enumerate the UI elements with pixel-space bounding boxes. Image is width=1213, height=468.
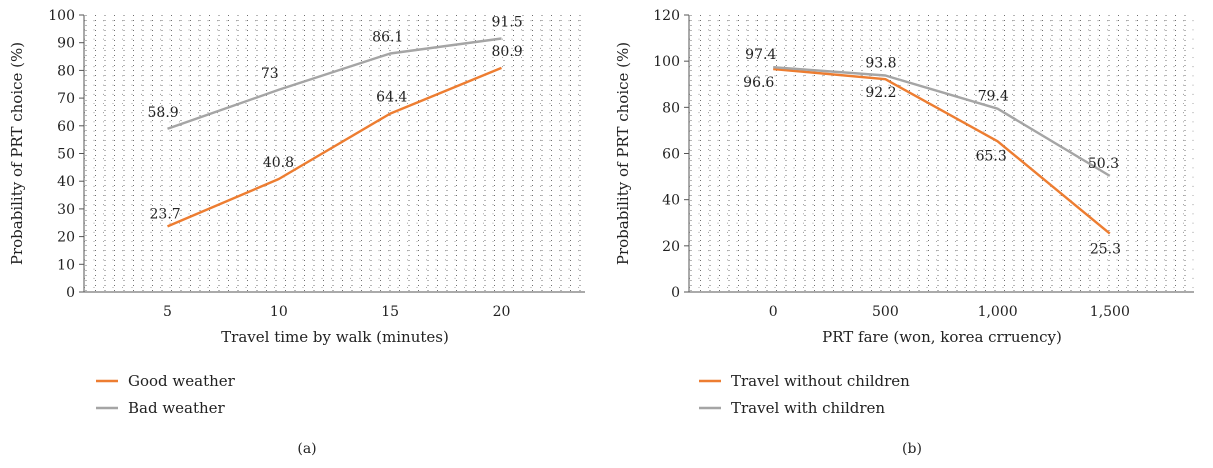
y-tick-label: 0 bbox=[66, 285, 75, 301]
y-tick-label: 60 bbox=[662, 147, 680, 163]
y-tick-label: 100 bbox=[653, 54, 680, 70]
chart-a-y-title: Probability of PRT choice (%) bbox=[8, 42, 26, 265]
x-tick-label: 10 bbox=[270, 304, 288, 320]
y-tick-label: 0 bbox=[671, 285, 680, 301]
chart-a-caption: (a) bbox=[297, 441, 316, 457]
y-tick-label: 50 bbox=[57, 147, 75, 163]
legend-label: Good weather bbox=[128, 372, 236, 390]
chart-a-x-title: Travel time by walk (minutes) bbox=[221, 328, 449, 346]
chart-b-grid bbox=[689, 15, 1194, 292]
y-tick-label: 40 bbox=[662, 193, 680, 209]
legend-label: Bad weather bbox=[128, 399, 226, 417]
x-tick-label: 20 bbox=[493, 304, 511, 320]
x-tick-label: 0 bbox=[769, 304, 778, 320]
chart-b-x-title: PRT fare (won, korea crruency) bbox=[822, 328, 1062, 346]
data-label: 23.7 bbox=[150, 206, 181, 222]
data-label: 65.3 bbox=[976, 148, 1007, 164]
data-label: 25.3 bbox=[1090, 242, 1121, 258]
data-label: 93.8 bbox=[865, 55, 896, 71]
data-label: 64.4 bbox=[376, 90, 407, 106]
y-tick-label: 40 bbox=[57, 174, 75, 190]
data-label: 73 bbox=[261, 66, 279, 82]
data-label: 80.9 bbox=[492, 44, 523, 60]
data-label: 79.4 bbox=[978, 89, 1009, 105]
x-tick-label: 1,500 bbox=[1090, 304, 1130, 320]
y-tick-label: 120 bbox=[653, 8, 680, 24]
x-tick-label: 15 bbox=[381, 304, 399, 320]
y-tick-label: 90 bbox=[57, 36, 75, 52]
y-tick-label: 80 bbox=[57, 63, 75, 79]
series-line-good-weather bbox=[167, 66, 502, 228]
data-label: 91.5 bbox=[492, 15, 523, 31]
x-tick-label: 500 bbox=[872, 304, 899, 320]
y-tick-label: 100 bbox=[48, 8, 75, 24]
x-tick-label: 1,000 bbox=[978, 304, 1018, 320]
data-label: 97.4 bbox=[745, 47, 776, 63]
y-tick-label: 70 bbox=[57, 91, 75, 107]
chart-panel-a: 0 10 20 30 40 50 60 70 80 90 100 5 10 15 20 23.7 40.8 64.… bbox=[0, 0, 606, 464]
legend-label: Travel without children bbox=[731, 372, 910, 390]
x-tick-label: 5 bbox=[163, 304, 172, 320]
data-label: 86.1 bbox=[372, 30, 403, 46]
chart-a-grid bbox=[84, 15, 585, 292]
data-label: 50.3 bbox=[1088, 156, 1119, 172]
series-line-travel-without-children bbox=[773, 67, 1111, 235]
data-label: 96.6 bbox=[743, 75, 774, 91]
data-label: 40.8 bbox=[263, 155, 294, 171]
y-tick-label: 10 bbox=[57, 257, 75, 273]
series-line-travel-with-children bbox=[773, 66, 1111, 177]
data-label: 58.9 bbox=[148, 105, 179, 121]
chart-a-svg: 0 10 20 30 40 50 60 70 80 90 100 5 10 15 20 23.7 40.8 64.… bbox=[8, 8, 585, 457]
y-tick-label: 80 bbox=[662, 100, 680, 116]
chart-panel-b: 0 20 40 60 80 100 120 0 500 1,000 1,500 96.6 92.2 65.… bbox=[606, 0, 1212, 464]
legend-label: Travel with children bbox=[731, 399, 885, 417]
y-tick-label: 20 bbox=[57, 230, 75, 246]
data-label: 92.2 bbox=[865, 85, 896, 101]
chart-b-y-title: Probability of PRT choice (%) bbox=[614, 42, 632, 265]
y-tick-label: 20 bbox=[662, 239, 680, 255]
series-line-bad-weather bbox=[167, 37, 502, 130]
y-tick-label: 30 bbox=[57, 202, 75, 218]
y-tick-label: 60 bbox=[57, 119, 75, 135]
chart-b-caption: (b) bbox=[902, 441, 922, 457]
chart-b-svg: 0 20 40 60 80 100 120 0 500 1,000 1,500 96.6 92.2 65.… bbox=[614, 8, 1194, 457]
